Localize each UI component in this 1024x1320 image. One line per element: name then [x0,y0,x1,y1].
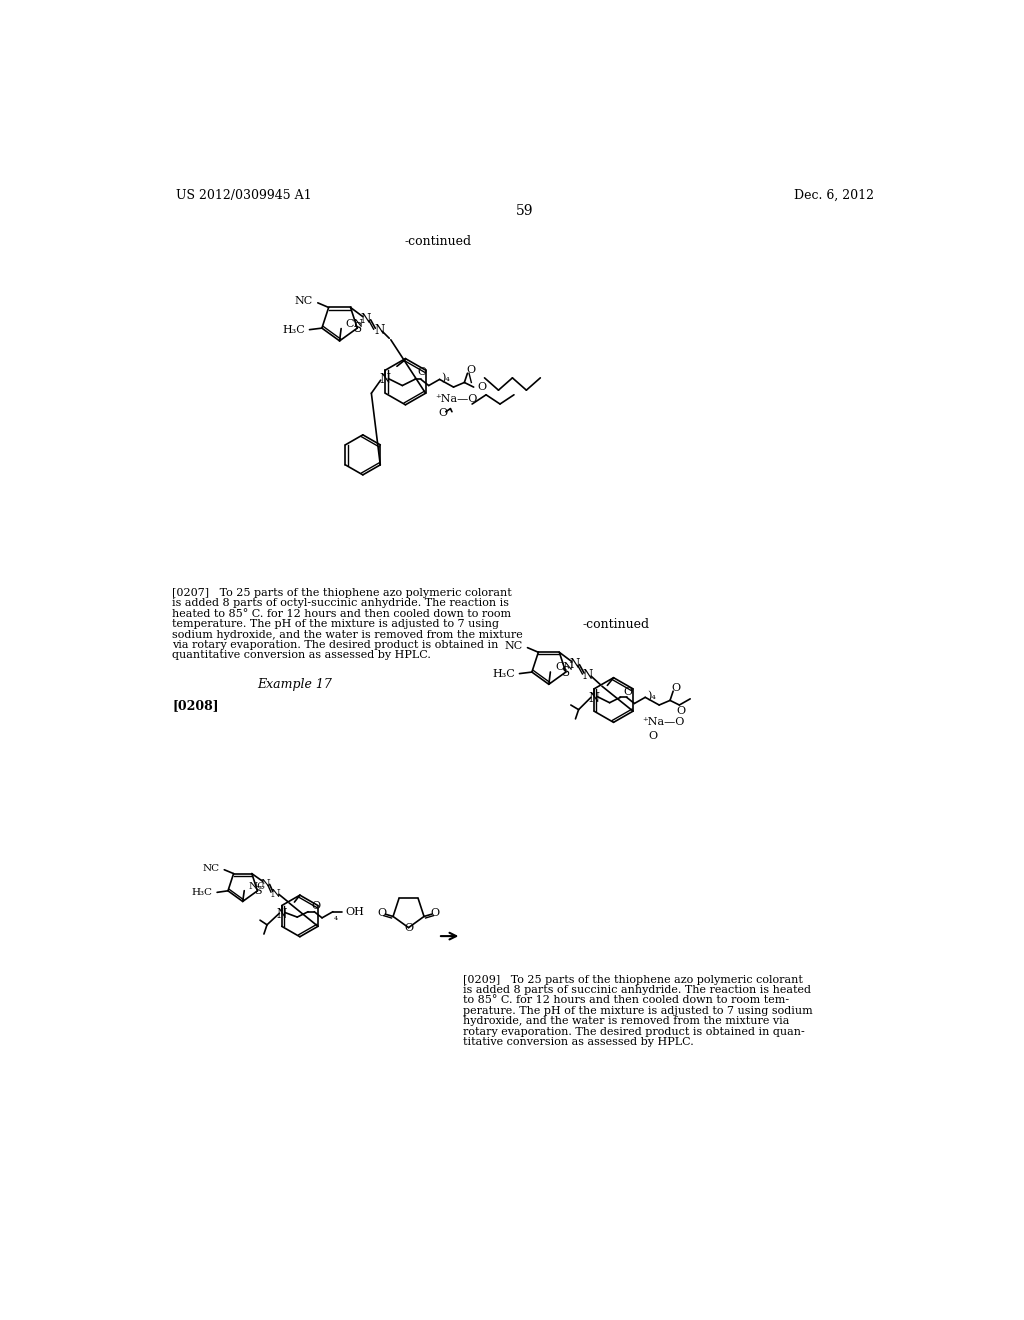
Text: O: O [404,923,413,933]
Text: O: O [672,682,681,693]
Text: N: N [569,659,580,671]
Text: NC: NC [248,882,265,891]
Text: titative conversion as assessed by HPLC.: titative conversion as assessed by HPLC. [463,1038,693,1047]
Text: OH: OH [345,907,365,916]
Text: CN: CN [555,663,573,672]
Text: N: N [360,313,371,326]
Text: N: N [374,323,384,337]
Text: N: N [260,879,270,890]
Text: rotary evaporation. The desired product is obtained in quan-: rotary evaporation. The desired product … [463,1027,805,1036]
Text: O: O [676,706,685,717]
Text: 59: 59 [516,203,534,218]
Text: is added 8 parts of octyl-succinic anhydride. The reaction is: is added 8 parts of octyl-succinic anhyd… [172,598,509,609]
Text: O: O [311,902,321,911]
Text: ⁺Na—O: ⁺Na—O [643,717,685,727]
Text: NC: NC [203,863,219,873]
Text: O: O [438,408,447,418]
Text: sodium hydroxide, and the water is removed from the mixture: sodium hydroxide, and the water is remov… [172,630,523,640]
Text: via rotary evaporation. The desired product is obtained in: via rotary evaporation. The desired prod… [172,640,499,649]
Text: O: O [430,908,439,919]
Text: [0207]   To 25 parts of the thiophene azo polymeric colorant: [0207] To 25 parts of the thiophene azo … [172,589,512,598]
Text: hydroxide, and the water is removed from the mixture via: hydroxide, and the water is removed from… [463,1016,790,1026]
Text: N: N [583,669,593,682]
Text: S: S [254,886,262,896]
Text: S: S [562,665,570,678]
Text: O: O [624,686,633,697]
Text: H₃C: H₃C [493,669,515,678]
Text: CN: CN [346,319,364,329]
Text: O: O [466,366,475,375]
Text: to 85° C. for 12 hours and then cooled down to room tem-: to 85° C. for 12 hours and then cooled d… [463,995,788,1006]
Text: US 2012/0309945 A1: US 2012/0309945 A1 [176,189,311,202]
Text: S: S [354,322,362,335]
Text: )₄: )₄ [647,690,655,701]
Text: is added 8 parts of succinic anhydride. The reaction is heated: is added 8 parts of succinic anhydride. … [463,985,811,995]
Text: N: N [380,372,391,385]
Text: [0208]: [0208] [172,700,219,713]
Text: -continued: -continued [404,235,472,248]
Text: [0209]   To 25 parts of the thiophene azo polymeric colorant: [0209] To 25 parts of the thiophene azo … [463,974,803,985]
Text: heated to 85° C. for 12 hours and then cooled down to room: heated to 85° C. for 12 hours and then c… [172,609,511,619]
Text: -continued: -continued [583,618,650,631]
Text: Dec. 6, 2012: Dec. 6, 2012 [794,189,873,202]
Text: Example 17: Example 17 [257,677,332,690]
Text: N: N [589,692,600,705]
Text: quantitative conversion as assessed by HPLC.: quantitative conversion as assessed by H… [172,651,431,660]
Text: O: O [418,367,427,376]
Text: O: O [477,381,486,392]
Text: H₃C: H₃C [282,325,305,335]
Text: ₄: ₄ [334,913,338,923]
Text: N: N [271,888,281,899]
Text: O: O [648,731,657,741]
Text: N: N [276,908,287,920]
Text: NC: NC [295,296,313,306]
Text: temperature. The pH of the mixture is adjusted to 7 using: temperature. The pH of the mixture is ad… [172,619,499,630]
Text: NC: NC [505,642,523,651]
Text: H₃C: H₃C [191,888,212,896]
Text: perature. The pH of the mixture is adjusted to 7 using sodium: perature. The pH of the mixture is adjus… [463,1006,813,1016]
Text: O: O [378,908,387,919]
Text: ⁺Na—O: ⁺Na—O [435,395,478,404]
Text: )₄: )₄ [441,372,450,383]
